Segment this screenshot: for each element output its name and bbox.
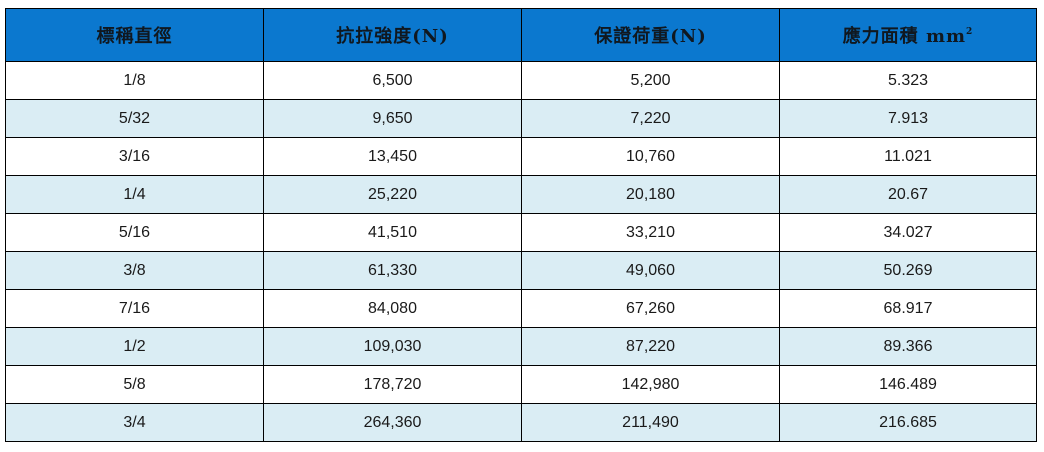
cell-diameter: 1/2 xyxy=(5,327,264,366)
cell-stress-area: 68.917 xyxy=(779,289,1037,328)
table-row: 3/4 264,360 211,490 216.685 xyxy=(5,403,1037,442)
header-stress-area-label: 應力面積 mm xyxy=(842,26,967,47)
cell-diameter: 7/16 xyxy=(5,289,264,328)
cell-tensile-strength: 61,330 xyxy=(263,251,522,290)
cell-diameter: 1/4 xyxy=(5,175,264,214)
cell-stress-area: 7.913 xyxy=(779,99,1037,138)
table-row: 3/16 13,450 10,760 11.021 xyxy=(5,137,1037,176)
cell-tensile-strength: 9,650 xyxy=(263,99,522,138)
cell-stress-area: 5.323 xyxy=(779,61,1037,100)
header-proof-load: 保證荷重(N) xyxy=(521,8,780,62)
cell-tensile-strength: 13,450 xyxy=(263,137,522,176)
header-stress-area: 應力面積 mm2 xyxy=(779,8,1037,62)
cell-proof-load: 67,260 xyxy=(521,289,780,328)
cell-stress-area: 216.685 xyxy=(779,403,1037,442)
cell-diameter: 5/8 xyxy=(5,365,264,404)
cell-stress-area: 11.021 xyxy=(779,137,1037,176)
spec-table: 標稱直徑 抗拉強度(N) 保證荷重(N) 應力面積 mm2 1/8 6,500 5,… xyxy=(5,8,1037,442)
header-tensile-strength: 抗拉強度(N) xyxy=(263,8,522,62)
cell-diameter: 5/16 xyxy=(5,213,264,252)
cell-proof-load: 211,490 xyxy=(521,403,780,442)
table-row: 1/8 6,500 5,200 5.323 xyxy=(5,61,1037,100)
cell-tensile-strength: 41,510 xyxy=(263,213,522,252)
cell-diameter: 3/4 xyxy=(5,403,264,442)
table-row: 5/16 41,510 33,210 34.027 xyxy=(5,213,1037,252)
table-row: 1/2 109,030 87,220 89.366 xyxy=(5,327,1037,366)
cell-stress-area: 146.489 xyxy=(779,365,1037,404)
cell-diameter: 1/8 xyxy=(5,61,264,100)
cell-tensile-strength: 25,220 xyxy=(263,175,522,214)
table-body: 1/8 6,500 5,200 5.323 5/32 9,650 7,220 7.913 3/1… xyxy=(5,61,1037,442)
cell-tensile-strength: 6,500 xyxy=(263,61,522,100)
cell-stress-area: 34.027 xyxy=(779,213,1037,252)
cell-proof-load: 10,760 xyxy=(521,137,780,176)
table-row: 3/8 61,330 49,060 50.269 xyxy=(5,251,1037,290)
cell-tensile-strength: 109,030 xyxy=(263,327,522,366)
cell-proof-load: 7,220 xyxy=(521,99,780,138)
cell-proof-load: 87,220 xyxy=(521,327,780,366)
header-stress-area-superscript: 2 xyxy=(966,27,974,37)
cell-diameter: 3/16 xyxy=(5,137,264,176)
table-row: 5/32 9,650 7,220 7.913 xyxy=(5,99,1037,138)
header-diameter: 標稱直徑 xyxy=(5,8,264,62)
table-row: 1/4 25,220 20,180 20.67 xyxy=(5,175,1037,214)
cell-proof-load: 142,980 xyxy=(521,365,780,404)
cell-stress-area: 89.366 xyxy=(779,327,1037,366)
cell-stress-area: 20.67 xyxy=(779,175,1037,214)
cell-stress-area: 50.269 xyxy=(779,251,1037,290)
cell-proof-load: 33,210 xyxy=(521,213,780,252)
cell-tensile-strength: 84,080 xyxy=(263,289,522,328)
table-row: 5/8 178,720 142,980 146.489 xyxy=(5,365,1037,404)
cell-proof-load: 5,200 xyxy=(521,61,780,100)
header-row: 標稱直徑 抗拉強度(N) 保證荷重(N) 應力面積 mm2 xyxy=(5,8,1037,62)
cell-tensile-strength: 178,720 xyxy=(263,365,522,404)
cell-tensile-strength: 264,360 xyxy=(263,403,522,442)
cell-diameter: 3/8 xyxy=(5,251,264,290)
cell-proof-load: 20,180 xyxy=(521,175,780,214)
cell-diameter: 5/32 xyxy=(5,99,264,138)
table-row: 7/16 84,080 67,260 68.917 xyxy=(5,289,1037,328)
cell-proof-load: 49,060 xyxy=(521,251,780,290)
